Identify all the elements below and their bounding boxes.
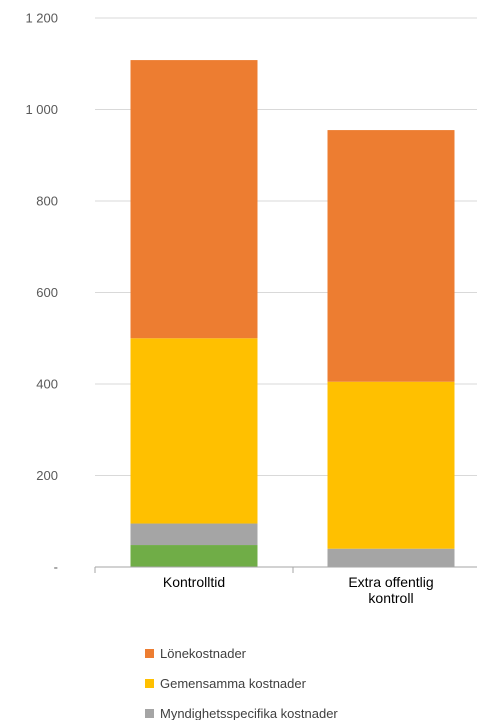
x-category-label-1-line0: Extra offentlig [348,574,433,590]
y-tick-label-1200: 1 200 [25,11,58,26]
y-tick-label-200: 200 [36,468,58,483]
bar-segment-cat0-series1 [130,523,258,546]
legend-label-myndighetsspecifika-kostnader: Myndighetsspecifika kostnader [160,706,338,720]
y-tick-label-1000: 1 000 [25,102,58,117]
legend: Lönekostnader Gemensamma kostnader Myndigh… [145,646,338,720]
bar-segment-cat1-series1 [327,548,455,567]
x-category-label-0-line0: Kontrolltid [163,574,225,590]
x-axis [94,566,477,573]
bar-segment-cat1-series2 [327,381,455,549]
legend-swatch-gemensamma-kostnader [145,679,154,688]
y-tick-label-800: 800 [36,194,58,209]
y-tick-label-600: 600 [36,285,58,300]
legend-label-lönekostnader: Lönekostnader [160,646,247,661]
y-axis-tick-labels: - 200 400 600 800 1 000 1 200 [25,11,58,575]
legend-swatch-myndighetsspecifika-kostnader [145,709,154,718]
y-tick-label-0: - [54,560,58,575]
legend-swatch-lönekostnader [145,649,154,658]
bar-segment-cat0-series0 [130,545,258,567]
bar-segment-cat0-series2 [130,338,258,524]
x-category-label-1-line1: kontroll [368,590,413,606]
y-tick-label-400: 400 [36,377,58,392]
legend-label-gemensamma-kostnader: Gemensamma kostnader [160,676,307,691]
bar-segment-cat0-series3 [130,60,258,339]
bars [130,60,455,567]
bar-segment-cat1-series3 [327,130,455,382]
